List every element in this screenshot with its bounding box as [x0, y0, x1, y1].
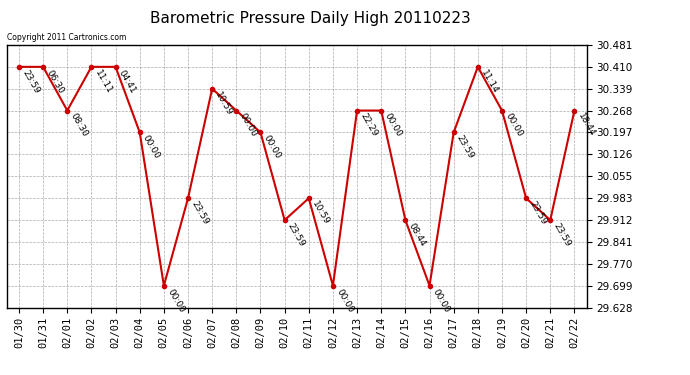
Text: 23:59: 23:59: [528, 200, 548, 226]
Text: 11:11: 11:11: [93, 68, 114, 95]
Text: 00:00: 00:00: [431, 287, 452, 314]
Text: 10:59: 10:59: [214, 90, 235, 117]
Text: Barometric Pressure Daily High 20110223: Barometric Pressure Daily High 20110223: [150, 11, 471, 26]
Text: 04:41: 04:41: [117, 68, 137, 95]
Text: 11:14: 11:14: [480, 68, 500, 95]
Text: Copyright 2011 Cartronics.com: Copyright 2011 Cartronics.com: [7, 33, 126, 42]
Text: 08:44: 08:44: [407, 222, 427, 248]
Text: 00:00: 00:00: [166, 287, 186, 314]
Text: 00:00: 00:00: [238, 112, 259, 139]
Text: 00:00: 00:00: [504, 112, 524, 139]
Text: 00:00: 00:00: [383, 112, 404, 139]
Text: 08:30: 08:30: [69, 112, 90, 139]
Text: 00:00: 00:00: [335, 287, 355, 314]
Text: 23:59: 23:59: [455, 134, 475, 160]
Text: 23:59: 23:59: [286, 222, 306, 248]
Text: 06:30: 06:30: [45, 68, 66, 95]
Text: 18:44: 18:44: [576, 112, 596, 139]
Text: 10:59: 10:59: [310, 200, 331, 226]
Text: 23:59: 23:59: [190, 200, 210, 226]
Text: 22:29: 22:29: [359, 112, 379, 138]
Text: 00:00: 00:00: [141, 134, 162, 161]
Text: 23:59: 23:59: [552, 222, 572, 248]
Text: 23:59: 23:59: [21, 68, 41, 95]
Text: 00:00: 00:00: [262, 134, 283, 161]
